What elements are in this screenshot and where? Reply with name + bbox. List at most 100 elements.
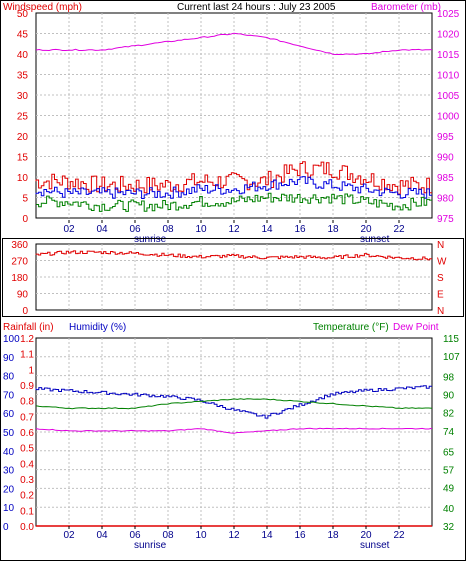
humidity-tick-label: 30 — [3, 466, 15, 477]
direction-panel-frame — [2, 238, 464, 317]
temperature-tick-label: 82 — [443, 409, 455, 420]
dewpoint-axis-label: Dew Point — [393, 322, 439, 333]
humidity-tick-label: 10 — [3, 503, 15, 514]
x-tick-label: 18 — [327, 530, 339, 541]
temperature-tick-label: 57 — [443, 465, 455, 476]
rainfall-tick-label: 0.9 — [20, 381, 34, 392]
windspeed-tick-label: 0 — [22, 214, 28, 225]
x-tick-label: 14 — [261, 224, 273, 235]
rainfall-axis-label: Rainfall (in) — [3, 322, 54, 333]
barometer-tick-label: 995 — [437, 132, 454, 143]
sunset-label-top: sunset — [360, 234, 390, 245]
barometer-tick-label: 1025 — [437, 9, 460, 20]
temperature-tick-label: 90 — [443, 391, 455, 402]
barometer-tick-label: 980 — [437, 194, 454, 205]
temperature-tick-label: 40 — [443, 504, 455, 515]
direction-compass-label: W — [437, 257, 447, 268]
direction-compass-label: N — [437, 240, 444, 251]
humidity-tick-label: 100 — [3, 334, 20, 345]
x-tick-label: 04 — [96, 530, 108, 541]
x-tick-label: 18 — [327, 224, 339, 235]
x-tick-label: 14 — [261, 530, 273, 541]
x-tick-label: 06 — [129, 530, 141, 541]
humidity-tick-label: 40 — [3, 447, 15, 458]
x-tick-label: 12 — [228, 530, 240, 541]
direction-series — [35, 250, 432, 261]
barometer-tick-label: 1005 — [437, 91, 460, 102]
rainfall-tick-label: 0.2 — [20, 491, 34, 502]
x-tick-label: 16 — [294, 224, 306, 235]
humidity-tick-label: 20 — [3, 484, 15, 495]
humidity-axis-label: Humidity (%) — [69, 322, 126, 333]
humidity-tick-label: 50 — [3, 428, 15, 439]
barometer-tick-label: 1000 — [437, 112, 460, 123]
temperature-tick-label: 115 — [443, 334, 459, 345]
x-tick-label: 22 — [393, 530, 405, 541]
rainfall-tick-label: 1.2 — [20, 334, 34, 345]
windspeed-axis-label: Windspeed (mph) — [3, 2, 82, 13]
temperature-ticks: 32 40 49 57 65 74 82 90 98 107 115 — [443, 334, 460, 533]
x-tick-label: 04 — [96, 224, 108, 235]
windspeed-tick-label: 5 — [22, 194, 28, 205]
humidity-tick-label: 70 — [3, 390, 15, 401]
humidity-temperature-panel: Rainfall (in) Humidity (%) Temperature (… — [3, 322, 460, 551]
x-tick-label: 08 — [162, 224, 174, 235]
windspeed-tick-label: 50 — [17, 9, 29, 20]
x-tick-label: 16 — [294, 530, 306, 541]
direction-grid — [36, 244, 432, 310]
direction-degree-label: 180 — [11, 273, 28, 284]
barometer-ticks: 975 980 985 990 995 1000 1005 1010 1015 1020 1025 — [437, 9, 460, 225]
x-tick-label: 06 — [129, 224, 141, 235]
rainfall-tick-label: 0.5 — [20, 444, 34, 455]
humidity-x-ticks: 02 04 06 08 10 12 14 16 18 20 22 — [63, 526, 405, 541]
barometer-axis-label: Barometer (mb) — [371, 2, 441, 13]
wind-panel-grid — [36, 13, 432, 218]
temperature-tick-label: 49 — [443, 483, 455, 494]
x-tick-label: 10 — [195, 224, 207, 235]
direction-compass-label: S — [437, 273, 444, 284]
sunrise-label-bottom: sunrise — [134, 540, 167, 551]
windspeed-tick-label: 10 — [17, 173, 29, 184]
windspeed-tick-label: 45 — [17, 30, 29, 41]
direction-degree-ticks: 0 90 180 270 360 — [11, 240, 28, 317]
rainfall-tick-label: 1 — [28, 365, 34, 376]
rainfall-tick-label: 0.3 — [20, 475, 34, 486]
humidity-tick-label: 60 — [3, 409, 15, 420]
series-windspeed-low — [36, 192, 432, 212]
barometer-tick-label: 985 — [437, 173, 454, 184]
rainfall-tick-label: 0.1 — [20, 506, 34, 517]
chart-title: Current last 24 hours : July 23 2005 — [177, 2, 336, 13]
windspeed-tick-label: 40 — [17, 50, 29, 61]
x-tick-label: 02 — [63, 224, 75, 235]
barometer-tick-label: 990 — [437, 153, 454, 164]
direction-degree-label: 270 — [11, 257, 28, 268]
humidity-tick-label: 80 — [3, 372, 15, 383]
x-tick-label: 20 — [360, 530, 372, 541]
sunrise-label-top: sunrise — [134, 234, 167, 245]
wind-series — [35, 32, 433, 212]
humidity-tick-label: 0 — [3, 522, 9, 533]
x-tick-label: 22 — [393, 224, 405, 235]
x-tick-label: 20 — [360, 224, 372, 235]
wind-x-ticks: 02 04 06 08 10 12 14 16 18 20 22 — [63, 220, 405, 235]
rainfall-tick-label: 1.1 — [20, 350, 34, 361]
temperature-tick-label: 74 — [443, 427, 455, 438]
rainfall-tick-label: 0.8 — [20, 397, 34, 408]
humidity-ticks: 0 10 20 30 40 50 60 70 80 90 100 — [3, 334, 20, 533]
windspeed-ticks: 0 5 10 15 20 25 30 35 40 45 50 — [17, 9, 29, 225]
direction-compass-label: E — [437, 290, 444, 301]
barometer-tick-label: 975 — [437, 214, 454, 225]
direction-compass-label: N — [437, 306, 444, 317]
sunset-label-bottom: sunset — [360, 540, 390, 551]
x-tick-label: 08 — [162, 530, 174, 541]
direction-degree-label: 360 — [11, 240, 28, 251]
series-dew-point — [35, 427, 433, 434]
barometer-tick-label: 1020 — [437, 30, 460, 41]
barometer-tick-label: 1010 — [437, 71, 460, 82]
series-wind-direction — [35, 250, 432, 261]
